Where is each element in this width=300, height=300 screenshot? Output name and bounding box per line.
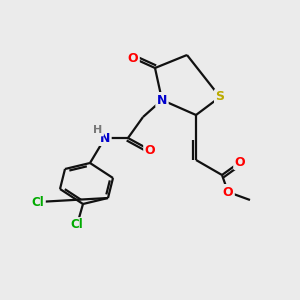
Text: H: H bbox=[93, 125, 103, 135]
Text: O: O bbox=[128, 52, 138, 64]
Text: S: S bbox=[215, 91, 224, 103]
Text: O: O bbox=[223, 185, 233, 199]
Text: O: O bbox=[145, 143, 155, 157]
Text: Cl: Cl bbox=[70, 218, 83, 232]
Text: Cl: Cl bbox=[32, 196, 44, 208]
Text: N: N bbox=[100, 131, 110, 145]
Text: N: N bbox=[157, 94, 167, 106]
Text: O: O bbox=[235, 155, 245, 169]
